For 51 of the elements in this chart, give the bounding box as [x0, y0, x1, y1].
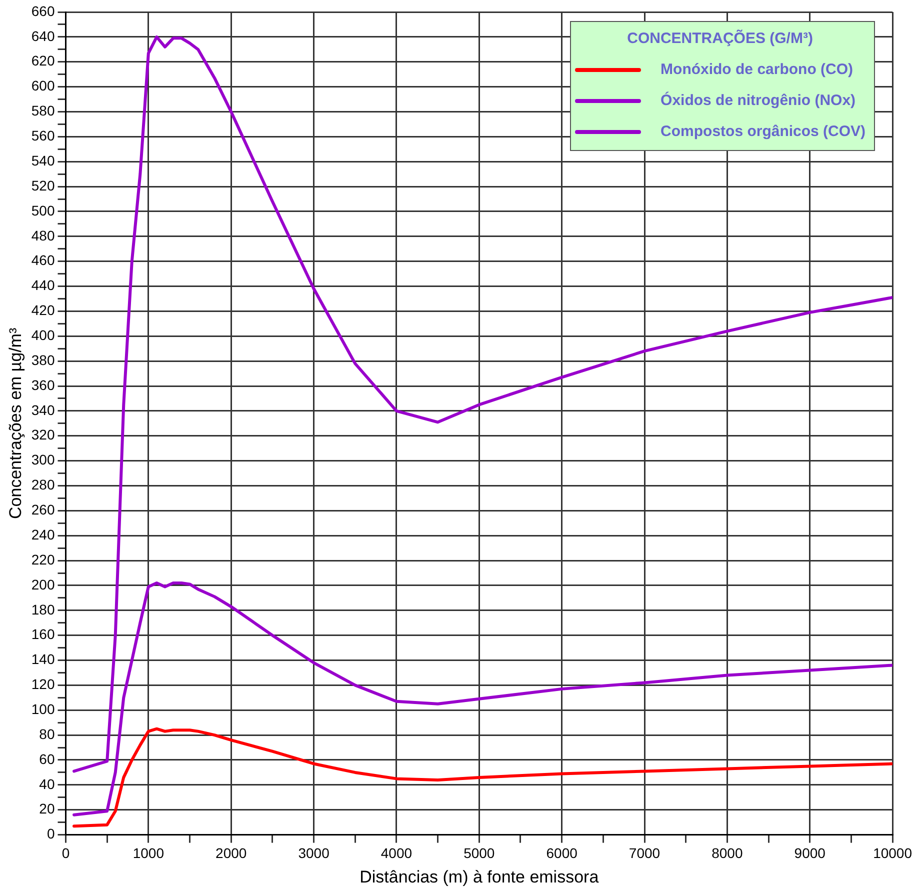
y-tick-label: 340 [31, 402, 55, 418]
x-axis-title: Distâncias (m) à fonte emissora [360, 867, 600, 886]
legend-label: Compostos orgânicos (COV) [660, 123, 866, 140]
y-tick-label: 620 [31, 52, 55, 69]
y-tick-label: 440 [31, 277, 55, 294]
y-tick-label: 320 [31, 426, 55, 443]
y-tick-label: 580 [31, 102, 55, 119]
y-tick-label: 260 [31, 502, 55, 518]
x-tick-label: 1000 [132, 845, 164, 862]
y-tick-label: 500 [31, 202, 55, 218]
y-tick-label: 300 [31, 452, 55, 468]
legend-label: Óxidos de nitrogênio (NOx) [660, 92, 856, 109]
y-tick-label: 460 [31, 252, 55, 268]
y-tick-label: 120 [31, 676, 55, 692]
y-axis-title: Concentrações em µg/m³ [6, 327, 25, 519]
y-tick-label: 240 [31, 526, 55, 542]
y-tick-label: 80 [39, 726, 55, 742]
y-tick-label: 280 [31, 476, 55, 493]
y-tick-label: 180 [31, 601, 55, 618]
y-tick-label: 660 [31, 2, 55, 19]
y-tick-label: 600 [31, 78, 55, 94]
y-tick-label: 420 [31, 302, 55, 318]
x-tick-label: 5000 [464, 845, 495, 862]
x-tick-label: 8000 [712, 845, 743, 862]
y-tick-label: 540 [31, 152, 55, 168]
y-tick-label: 100 [31, 700, 55, 717]
y-tick-label: 140 [31, 651, 55, 668]
x-tick-label: 3000 [298, 845, 330, 862]
y-tick-label: 380 [31, 352, 55, 368]
x-tick-label: 2000 [216, 845, 247, 862]
x-tick-label: 10000 [873, 845, 912, 862]
y-tick-label: 200 [31, 576, 55, 592]
legend-label: Monóxido de carbono (CO) [660, 61, 854, 78]
y-tick-label: 160 [31, 626, 55, 642]
x-tick-label: 7000 [628, 845, 660, 862]
y-tick-label: 480 [31, 227, 55, 244]
y-tick-label: 0 [46, 826, 55, 842]
y-tick-label: 360 [31, 376, 55, 393]
x-tick-label: 4000 [380, 845, 412, 862]
y-tick-label: 520 [31, 177, 55, 194]
x-tick-label: 9000 [794, 845, 826, 862]
legend-title: CONCENTRAÇÕES (G/M³) [626, 30, 814, 47]
y-tick-label: 400 [31, 326, 55, 343]
y-tick-label: 60 [39, 750, 55, 767]
y-tick-label: 20 [39, 800, 55, 817]
y-tick-label: 220 [31, 551, 55, 568]
x-tick-label: 6000 [546, 845, 578, 862]
y-tick-label: 560 [31, 128, 55, 144]
x-tick-label: 0 [62, 845, 70, 862]
y-tick-label: 640 [31, 28, 55, 44]
y-tick-label: 40 [39, 776, 55, 792]
